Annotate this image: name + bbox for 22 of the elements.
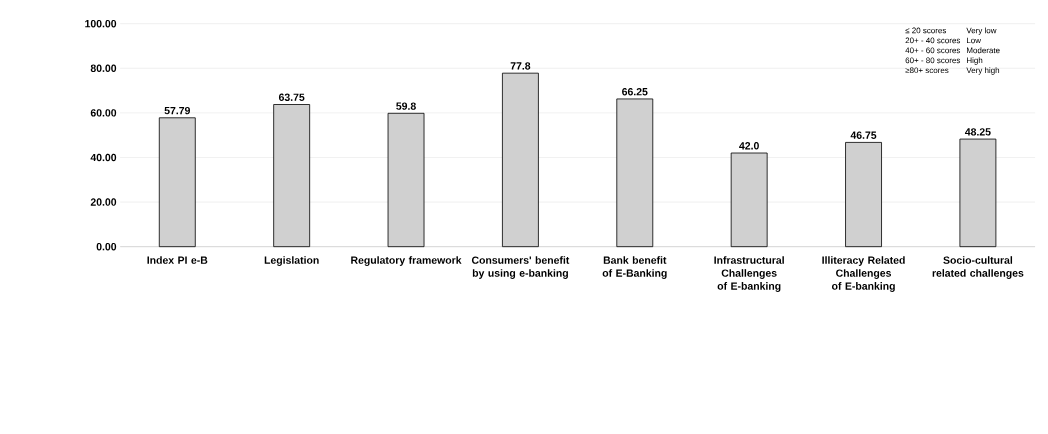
data-label: 59.8 (396, 102, 416, 110)
x-tick-label: Illiteracy Related Challenges of E-banking (822, 256, 905, 292)
data-label: 48.25 (964, 128, 991, 136)
y-tick-label: 0.00 (96, 242, 117, 251)
data-label: 57.79 (164, 106, 190, 115)
x-tick-label: Infrastructural Challenges of E-banking (714, 256, 784, 292)
data-label: 63.75 (278, 93, 305, 101)
data-label: 42.0 (739, 142, 759, 150)
x-tick-label: Consumers' benefit by using e-banking (471, 256, 570, 279)
x-tick-label: Legislation (264, 256, 319, 266)
y-tick-label: 40.00 (90, 153, 117, 162)
x-tick-label: Regulatory framework (351, 256, 462, 266)
y-tick-label: 20.00 (90, 198, 117, 206)
y-tick-label: 80.00 (90, 64, 117, 72)
y-tick-label: 100.00 (85, 19, 117, 28)
y-tick-label: 60.00 (90, 109, 117, 117)
data-label: 46.75 (850, 131, 877, 139)
data-label: 66.25 (622, 88, 648, 96)
x-tick-label: Index PI e-B (147, 256, 208, 264)
data-label: 77.8 (510, 62, 531, 70)
x-tick-label: Socio-cultural related challenges (932, 256, 1024, 279)
x-tick-label: Bank benefit of E-Banking (602, 256, 667, 279)
